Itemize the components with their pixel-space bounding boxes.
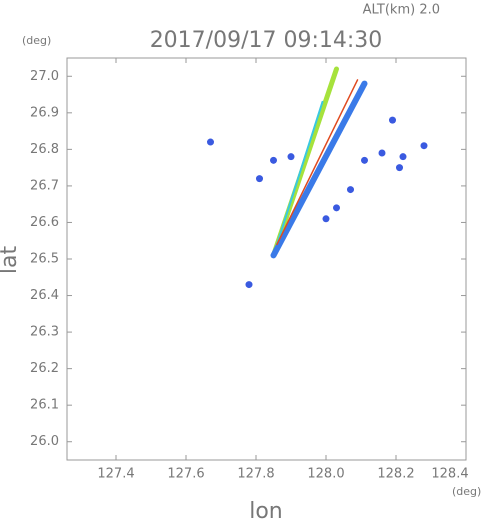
x-tick-label: 127.4 [97,467,134,482]
y-tick-label: 26.1 [30,398,59,413]
chart-title: 2017/09/17 09:14:30 [150,28,383,53]
beam [276,100,324,246]
echo-point [420,142,428,150]
y-tick-label: 26.5 [30,252,59,267]
echo-point [256,175,263,183]
beam [270,80,368,259]
echo-point [361,156,368,164]
x-tick-label: 128.4 [431,467,468,482]
x-tick-label: 127.6 [167,467,204,482]
y-tick-label: 26.3 [30,325,59,340]
y-tick-label: 26.2 [30,361,59,376]
x-tick-label: 128.2 [377,467,414,482]
echo-point [245,281,253,289]
echo-point [207,138,214,146]
echo-point [399,153,407,161]
echo-point [322,215,330,223]
echo-point [270,156,277,164]
y-tick-label: 26.0 [30,434,59,449]
echo-point [333,204,340,212]
echo-point [287,153,295,161]
plot-frame [66,57,467,461]
y-tick-label: 26.9 [30,105,59,120]
altitude-label: ALT(km) 2.0 [363,3,440,18]
beam [276,79,359,246]
echo-point [378,149,386,157]
y-tick-label: 26.6 [30,215,59,230]
y-tick-label: 26.4 [30,288,59,303]
y-tick-label: 26.8 [30,142,59,157]
x-tick-label: 128.0 [307,467,344,482]
echo-point [396,164,403,172]
x-tick-label: 127.8 [237,467,274,482]
x-axis-label: lon [249,499,283,521]
y-tick-label: 26.7 [30,178,59,193]
echo-point [389,116,396,124]
y-unit: (deg) [22,34,51,47]
y-axis-label: lat [0,246,22,275]
x-unit: (deg) [452,485,481,498]
echo-point [347,186,354,194]
y-tick-label: 27.0 [30,69,59,84]
